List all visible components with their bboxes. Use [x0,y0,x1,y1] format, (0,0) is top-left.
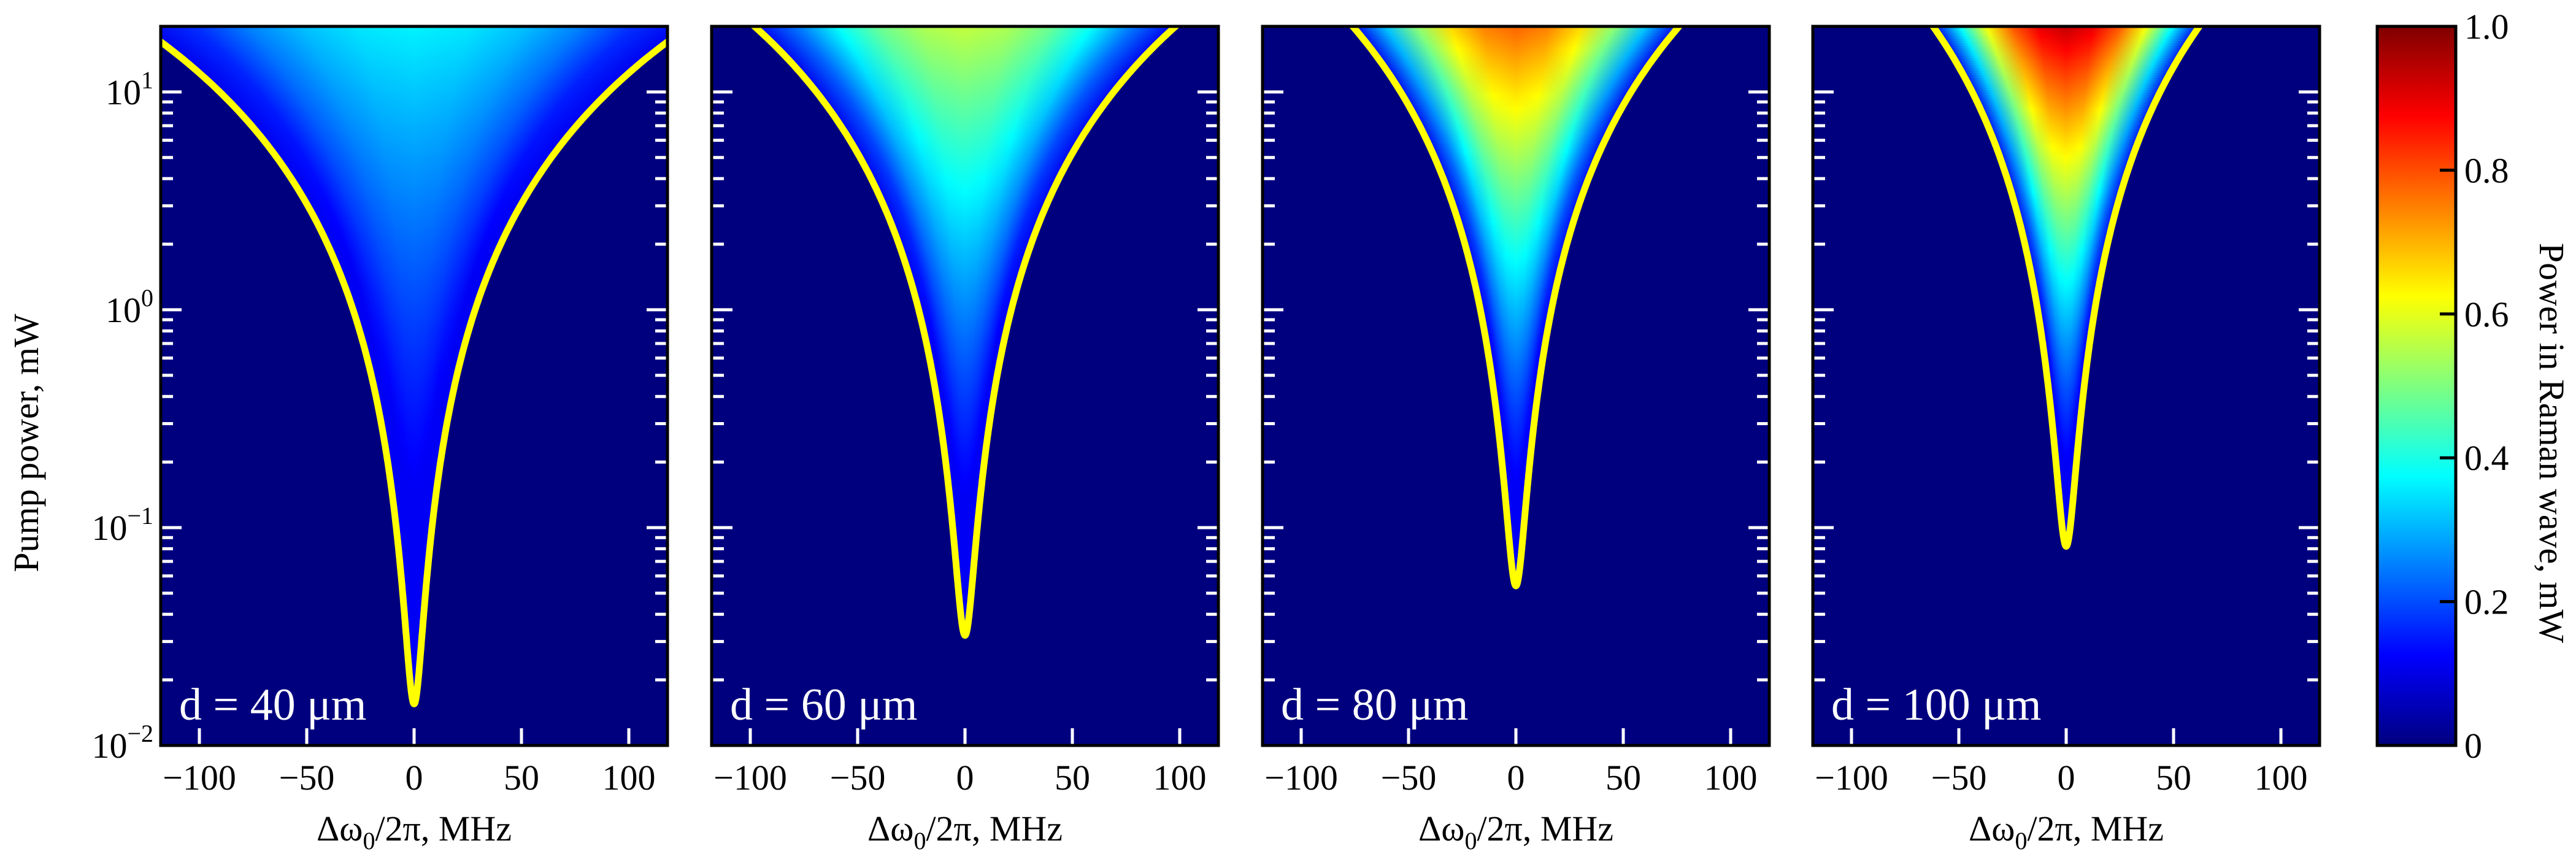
x-axis-label: Δω0/2π, MHz [1418,809,1613,855]
panel-2: d = 60 μm −100 −50 0 50 100 Δω0/2π, MHz [710,25,1220,855]
colorbar-tick-label: 1.0 [2464,7,2509,47]
colorbar-tick-label: 0 [2464,726,2482,766]
plot-frame [1261,25,1771,747]
y-tick-label: 100 [106,284,153,330]
x-tick-label: 50 [1055,758,1090,798]
x-tick-label: 0 [2058,758,2075,798]
plot-frame [1811,25,2321,747]
panel-1: d = 40 μm −100 −50 0 50 100 Δω0/2π, MHz 101 100 1… [91,25,669,855]
heatmap [756,26,1174,636]
colorbar: 0 0.2 0.4 0.6 0.8 1.0 [2375,7,2509,766]
threshold-curve [161,37,667,707]
panel-label: d = 80 μm [1281,680,1468,730]
panel-4: d = 100 μm −100 −50 0 50 100 Δω0/2π, MHz [1811,25,2321,855]
x-tick-label: 50 [1605,758,1641,798]
x-tick-label: 100 [1153,758,1207,798]
x-tick-label: −100 [1264,758,1338,798]
colorbar-tick-label: 0.6 [2464,294,2509,334]
colorbar-gradient [2375,25,2458,747]
colorbar-tick-label: 0.2 [2464,582,2509,622]
heatmap [1353,26,1678,587]
y-tick-label: 101 [106,66,153,112]
panel-label: d = 40 μm [179,680,366,730]
plot-frame [159,25,669,747]
y-axis-label: Pump power, mW [6,314,46,572]
x-tick-label: −100 [163,758,236,798]
threshold-curve [749,26,1181,639]
x-axis-label: Δω0/2π, MHz [1969,809,2164,855]
heatmap [161,26,667,704]
heatmap [1934,26,2199,547]
x-tick-label: 0 [406,758,423,798]
x-tick-label: −50 [1381,758,1437,798]
x-axis-label: Δω0/2π, MHz [867,809,1063,855]
x-tick-label: 0 [956,758,974,798]
plot-frame [710,25,1220,747]
colorbar-label: Power in Raman wave, mW [2532,243,2572,644]
threshold-curve [1348,26,1684,590]
x-tick-label: 100 [2255,758,2308,798]
x-tick-label: 50 [2156,758,2191,798]
x-tick-label: 100 [602,758,656,798]
x-tick-label: −50 [1931,758,1987,798]
colorbar-tick-label: 0.8 [2464,150,2509,190]
panel-label: d = 100 μm [1831,680,2041,730]
panel-label: d = 60 μm [730,680,917,730]
x-tick-label: −50 [830,758,886,798]
y-tick-label: 10−2 [91,720,153,766]
panel-3: d = 80 μm −100 −50 0 50 100 Δω0/2π, MHz [1261,25,1771,855]
y-tick-label: 10−1 [91,502,153,548]
x-axis-label: Δω0/2π, MHz [317,809,512,855]
x-tick-label: 100 [1704,758,1758,798]
x-tick-label: −100 [713,758,787,798]
x-tick-label: 0 [1507,758,1525,798]
x-tick-label: −100 [1815,758,1888,798]
panels: d = 40 μm −100 −50 0 50 100 Δω0/2π, MHz 101 100 1… [91,25,2321,855]
colorbar-tick-label: 0.4 [2464,438,2509,478]
x-tick-label: 50 [504,758,539,798]
x-tick-label: −50 [279,758,335,798]
threshold-curve [1929,26,2204,550]
